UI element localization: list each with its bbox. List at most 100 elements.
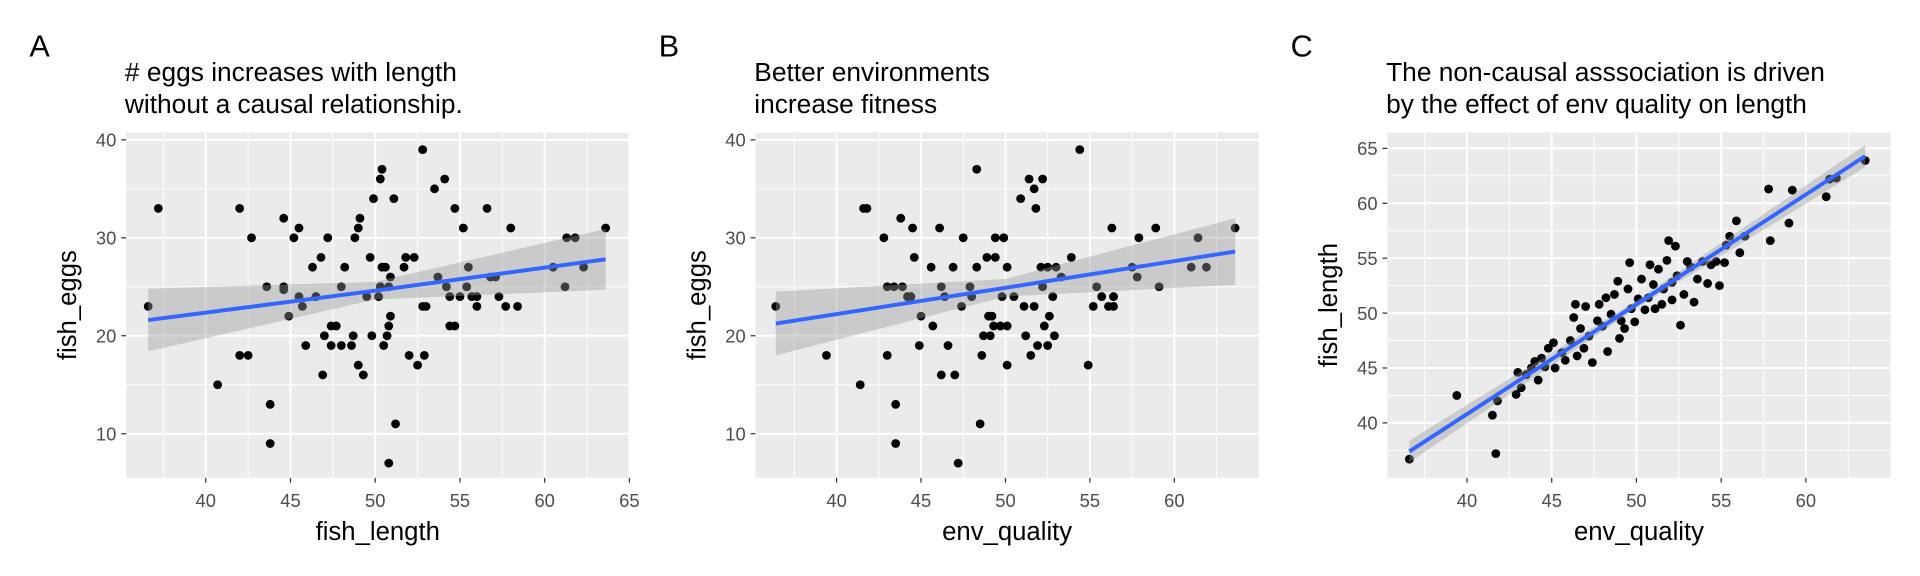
point <box>898 282 907 292</box>
point <box>391 419 400 429</box>
point <box>1202 262 1211 272</box>
point <box>977 350 987 360</box>
point <box>1097 292 1107 301</box>
point <box>1594 299 1604 309</box>
point <box>1654 264 1663 274</box>
trend-line <box>775 249 1236 326</box>
point <box>413 360 422 370</box>
x-tick-label: 65 <box>619 490 639 511</box>
point <box>1002 360 1012 370</box>
point <box>987 311 997 321</box>
point <box>562 233 572 243</box>
point <box>279 285 289 295</box>
point <box>494 292 504 301</box>
point <box>1650 304 1660 314</box>
point <box>153 204 163 213</box>
point <box>401 252 411 262</box>
point <box>989 321 999 331</box>
point <box>1092 282 1102 292</box>
point <box>464 262 473 272</box>
point <box>340 262 350 272</box>
x-tick-label: 60 <box>534 490 554 511</box>
point <box>1083 360 1093 370</box>
point <box>1703 279 1713 288</box>
point <box>318 370 328 380</box>
point <box>289 233 299 243</box>
x-tick-label: 55 <box>450 490 470 511</box>
x-tick-label: 50 <box>995 490 1015 511</box>
point <box>386 272 395 282</box>
point <box>1657 299 1667 309</box>
point <box>1039 321 1049 331</box>
x-tick-label: 45 <box>1542 490 1562 511</box>
point <box>958 233 968 243</box>
point <box>1002 321 1012 331</box>
point <box>1581 302 1591 311</box>
point <box>1616 316 1626 326</box>
point <box>1625 258 1635 268</box>
point <box>997 292 1007 301</box>
point <box>936 282 946 292</box>
point <box>319 331 329 341</box>
point <box>1640 305 1650 315</box>
point <box>1404 454 1414 464</box>
point <box>990 233 1000 243</box>
point <box>472 292 482 301</box>
point <box>353 360 363 370</box>
point <box>916 311 926 321</box>
point <box>975 419 985 429</box>
point <box>235 204 245 213</box>
point <box>953 458 963 468</box>
point <box>1075 145 1085 155</box>
point <box>879 233 889 243</box>
panel-title: by the effect of env quality on length <box>1386 89 1807 119</box>
point <box>862 204 872 213</box>
y-tick-label: 50 <box>1357 303 1377 324</box>
point <box>316 252 326 262</box>
point <box>1606 309 1616 319</box>
point <box>513 301 522 311</box>
point <box>822 350 831 360</box>
point <box>1487 410 1497 420</box>
point <box>1787 185 1797 195</box>
x-tick-label: 50 <box>365 490 385 511</box>
point <box>384 458 394 468</box>
point <box>985 331 995 341</box>
point <box>936 370 946 380</box>
point <box>1630 317 1640 327</box>
point <box>355 213 365 223</box>
point <box>297 301 307 311</box>
panel-letter: B <box>659 30 679 64</box>
point <box>882 350 892 360</box>
point <box>331 321 341 331</box>
point <box>1764 184 1774 194</box>
point <box>1784 218 1794 228</box>
point <box>889 282 899 292</box>
point <box>1821 192 1831 202</box>
point <box>247 233 256 243</box>
point <box>1610 290 1619 299</box>
point <box>482 204 492 213</box>
point <box>472 301 482 311</box>
point <box>243 350 253 360</box>
point <box>1016 194 1026 204</box>
point <box>909 252 919 262</box>
x-tick-label: 40 <box>196 490 216 511</box>
point <box>450 204 460 213</box>
point <box>1066 252 1076 262</box>
point <box>1576 324 1585 333</box>
point <box>1735 248 1745 258</box>
point <box>265 399 275 409</box>
point <box>430 184 439 194</box>
point <box>1186 262 1196 272</box>
point <box>1648 280 1658 289</box>
point <box>1623 284 1633 294</box>
point <box>348 331 358 341</box>
point <box>379 341 389 350</box>
y-tick-label: 60 <box>1357 193 1377 214</box>
point <box>908 223 917 233</box>
point <box>1530 357 1540 366</box>
point <box>1765 236 1775 246</box>
point <box>1051 262 1061 272</box>
point <box>450 321 460 331</box>
